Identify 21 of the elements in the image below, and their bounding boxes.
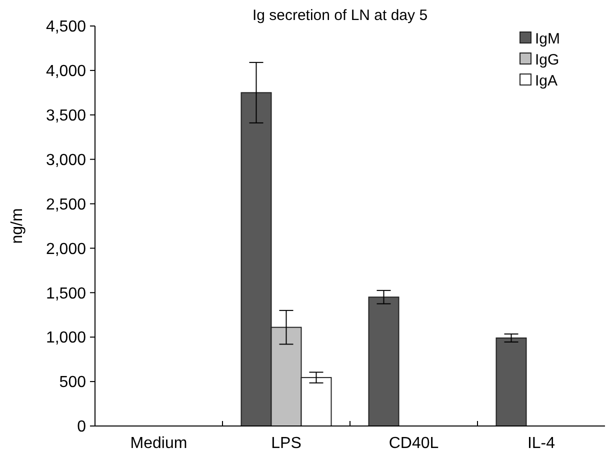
y-tick-label: 2,500 — [46, 196, 86, 214]
x-tick-label: LPS — [271, 435, 302, 452]
x-tick-label: CD40L — [388, 435, 439, 452]
x-tick-label: IL-4 — [527, 435, 556, 452]
chart-title: Ig secretion of LN at day 5 — [252, 7, 428, 24]
y-tick-label: 0 — [77, 418, 86, 436]
y-tick-label: 4,500 — [46, 18, 86, 36]
x-tick-label: Medium — [130, 435, 188, 452]
bar — [368, 296, 400, 426]
y-tick-label: 1,000 — [46, 330, 86, 347]
y-axis-title: ng/m — [9, 208, 26, 244]
y-tick-label: 3,500 — [46, 107, 86, 124]
y-tick-label: 3,000 — [46, 152, 86, 169]
y-tick-label: 2,000 — [46, 240, 86, 258]
y-tick-label: 1,500 — [46, 285, 86, 302]
legend-label: IgA — [535, 72, 558, 90]
legend-label: IgM — [535, 30, 560, 48]
legend-label: IgG — [535, 51, 560, 68]
bar — [496, 338, 527, 426]
y-tick-label: 4,000 — [46, 63, 86, 80]
y-tick-label: 500 — [59, 374, 86, 392]
